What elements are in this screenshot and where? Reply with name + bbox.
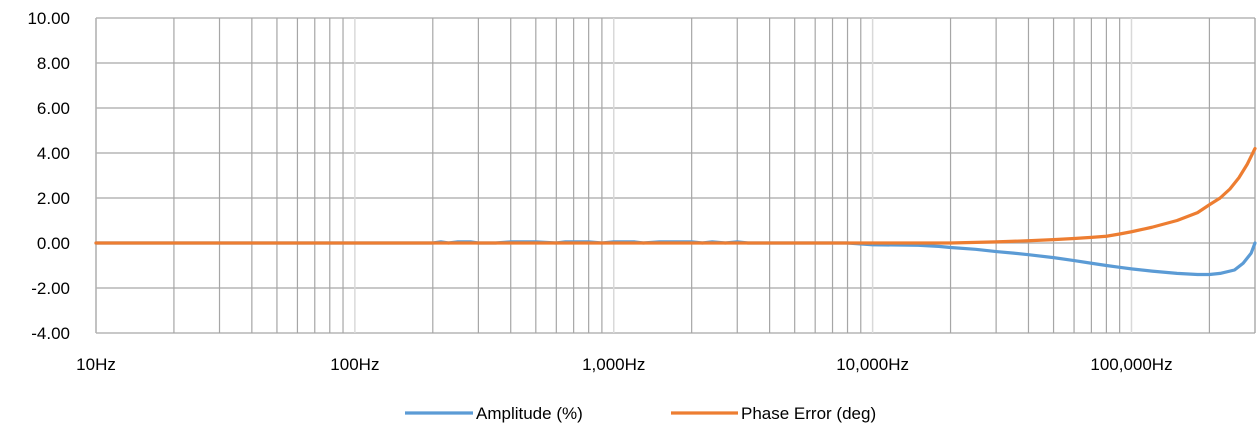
grid <box>95 17 1256 334</box>
y-tick-label: 10.00 <box>27 9 70 28</box>
y-tick-label: 0.00 <box>37 234 70 253</box>
series-line-phase-error <box>94 146 1257 245</box>
legend: Amplitude (%) Phase Error (deg) <box>405 404 876 423</box>
y-axis-tick-labels: 10.00 8.00 6.00 4.00 2.00 0.00 -2.00 -4.00 <box>27 9 70 343</box>
series-line-amplitude <box>94 240 1257 277</box>
y-tick-label: 4.00 <box>37 144 70 163</box>
y-tick-label: 2.00 <box>37 189 70 208</box>
x-axis-tick-labels: 10Hz 100Hz 1,000Hz 10,000Hz 100,000Hz <box>76 355 1172 374</box>
x-tick-label: 10,000Hz <box>836 355 909 374</box>
y-tick-label: -2.00 <box>31 279 70 298</box>
legend-label-phase-error: Phase Error (deg) <box>741 404 876 423</box>
y-tick-label: -4.00 <box>31 324 70 343</box>
series-lines <box>94 146 1257 277</box>
x-tick-label: 1,000Hz <box>582 355 645 374</box>
legend-label-amplitude: Amplitude (%) <box>476 404 583 423</box>
x-tick-label: 100Hz <box>330 355 379 374</box>
y-tick-label: 8.00 <box>37 54 70 73</box>
y-tick-label: 6.00 <box>37 99 70 118</box>
x-tick-label: 10Hz <box>76 355 116 374</box>
x-tick-label: 100,000Hz <box>1090 355 1172 374</box>
